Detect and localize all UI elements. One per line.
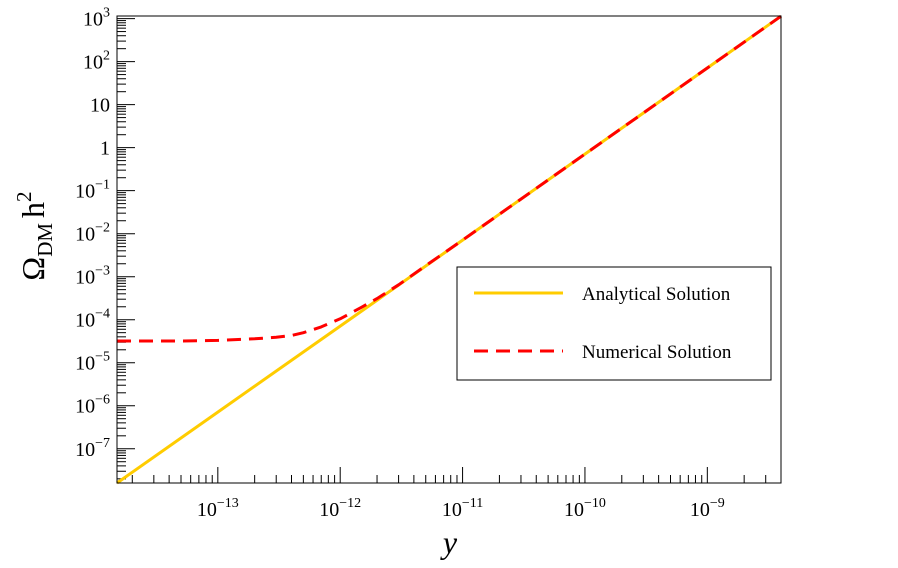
y-tick-label: 10−6 — [75, 393, 110, 418]
y-tick-label: 102 — [83, 49, 110, 74]
x-tick-label-exponent: −11 — [462, 496, 483, 511]
x-tick-label-base: 10 — [690, 499, 710, 521]
y-tick-label-exponent: 3 — [103, 6, 110, 21]
y-tick-label-base: 1 — [100, 138, 110, 160]
y-tick-label-exponent: −1 — [95, 178, 110, 193]
y-tick-label: 10−3 — [75, 264, 110, 289]
x-tick-label-base: 10 — [564, 499, 584, 521]
x-tick-label: 10−10 — [564, 496, 606, 521]
y-tick-label: 1 — [100, 138, 110, 160]
y-tick-label-exponent: −6 — [95, 393, 110, 408]
y-tick-label: 103 — [83, 6, 110, 31]
y-tick-label: 10−5 — [75, 350, 110, 375]
y-tick-label: 10−2 — [75, 221, 110, 246]
y-tick-label-exponent: −5 — [95, 350, 110, 365]
y-tick-label-exponent: −4 — [95, 307, 110, 322]
plot-frame — [116, 15, 782, 484]
y-tick-label-exponent: −7 — [95, 436, 110, 451]
y-tick-label-exponent: −2 — [95, 221, 110, 236]
y-tick-label-base: 10 — [83, 9, 103, 31]
y-tick-label-exponent: −3 — [95, 264, 110, 279]
x-tick-label-exponent: −12 — [339, 496, 361, 511]
y-tick-label-base: 10 — [75, 396, 95, 418]
y-axis-title-sup: 2 — [12, 191, 36, 202]
y-tick-label-base: 10 — [75, 224, 95, 246]
legend-box — [456, 266, 772, 381]
x-tick-labels: 10−13 10−12 10−11 10−10 10−9 — [197, 496, 725, 521]
y-tick-label-base: 10 — [75, 267, 95, 289]
y-axis-title-unit: h — [15, 202, 51, 218]
y-tick-label-base: 10 — [90, 95, 110, 117]
y-tick-label-base: 10 — [75, 353, 95, 375]
y-axis-title-sub: DM — [33, 223, 57, 257]
x-tick-label-exponent: −9 — [710, 496, 725, 511]
x-tick-label: 10−11 — [442, 496, 483, 521]
y-tick-label-exponent: 2 — [103, 49, 110, 64]
y-tick-label-base: 10 — [83, 52, 103, 74]
legend-label-numerical: Numerical Solution — [582, 342, 732, 363]
y-tick-label: 10−1 — [75, 178, 110, 203]
series-layer — [116, 14, 782, 485]
legend: Analytical Solution Numerical Solution — [456, 266, 772, 381]
x-tick-label-base: 10 — [319, 499, 339, 521]
y-axis-title: ΩDM h2 — [12, 191, 57, 280]
major-ticks — [117, 18, 708, 483]
y-axis-title-main: Ω — [15, 257, 51, 281]
minor-ticks — [117, 20, 782, 483]
legend-label-analytical: Analytical Solution — [582, 284, 731, 305]
y-tick-label: 10 — [90, 95, 110, 117]
y-tick-label: 10−7 — [75, 436, 110, 461]
x-axis-title: y — [440, 524, 458, 560]
x-tick-label: 10−13 — [197, 496, 239, 521]
x-tick-label-exponent: −10 — [584, 496, 606, 511]
y-tick-label-base: 10 — [75, 439, 95, 461]
x-tick-label-base: 10 — [197, 499, 217, 521]
x-tick-label: 10−9 — [690, 496, 725, 521]
x-tick-label-base: 10 — [442, 499, 462, 521]
x-tick-label-exponent: −13 — [217, 496, 239, 511]
y-tick-label-base: 10 — [75, 181, 95, 203]
x-tick-label: 10−12 — [319, 496, 361, 521]
y-tick-label: 10−4 — [75, 307, 110, 332]
y-tick-label-base: 10 — [75, 310, 95, 332]
series-line-numerical — [117, 14, 782, 343]
